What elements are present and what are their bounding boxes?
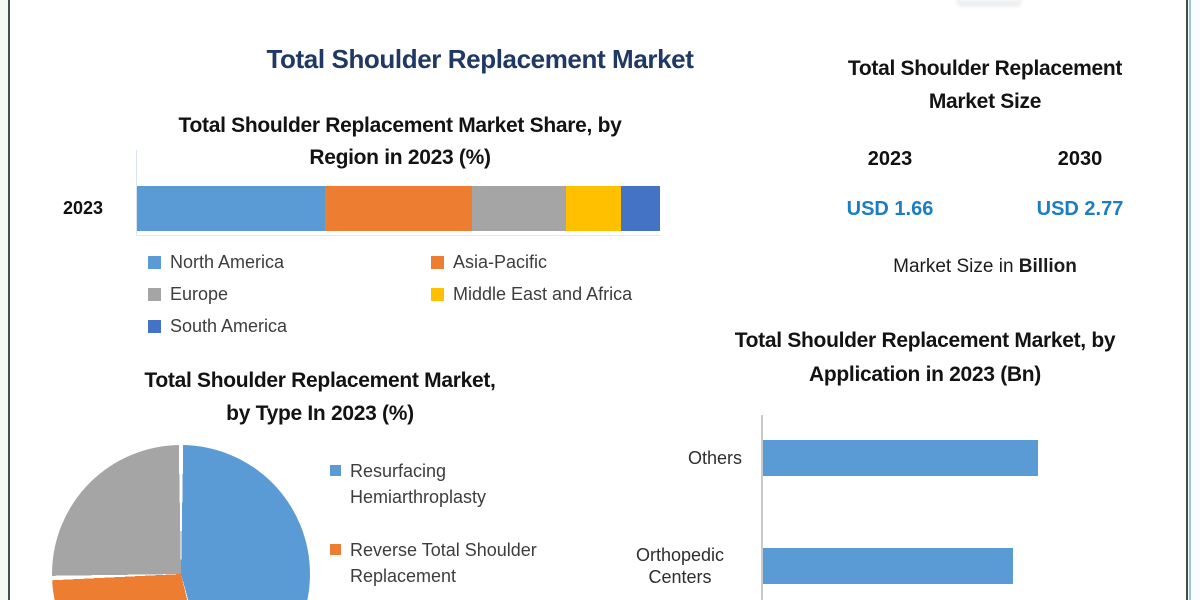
bar-segment-south-america [620,186,660,231]
legend-swatch-europe [148,287,161,301]
legend-item-resurfacing-hemiarthroplasty: Resurfacing Hemiarthroplasty [330,458,550,510]
application-chart-title: Total Shoulder Replacement Market, by Ap… [655,324,1195,392]
legend-label: Middle East and Africa [453,283,633,304]
application-chart-title-line1: Total Shoulder Replacement Market, by [734,329,1116,352]
legend-label: Europe [170,283,229,304]
type-legend: Resurfacing Hemiarthroplasty Reverse Tota… [330,458,550,589]
market-size-years: 2023 2030 [795,148,1175,171]
region-chart-title-line2: Region in 2023 (%) [309,146,491,169]
bar-segment-north-america [137,186,326,231]
legend-label: North America [170,251,285,272]
application-category-axis-line [761,415,763,600]
legend-label: Asia-Pacific [453,251,548,272]
application-bar-orthopedic-centers [763,548,1013,584]
application-bar-others [763,440,1038,476]
legend-item-north-america: North America [148,251,431,273]
right-accent-line [1189,0,1191,600]
right-margin [1191,0,1200,600]
bar-segment-europe [471,186,566,231]
market-size-title: Total Shoulder Replacement Market Size [795,52,1175,118]
right-border-line [1186,0,1188,600]
market-size-values: USD 1.66 USD 2.77 [795,198,1175,221]
region-legend: North America Asia-Pacific Europe Middle Ea… [148,251,688,337]
legend-item-asia-pacific: Asia-Pacific [431,251,688,273]
region-value-axis-line [136,150,137,236]
region-chart-title: Total Shoulder Replacement Market Share,… [90,110,710,174]
year-2030-label: 2030 [1057,148,1103,170]
market-size-2023-value: USD 1.66 [846,198,934,220]
legend-swatch-south-america [148,319,161,333]
region-baseline [136,235,660,236]
legend-label: Reverse Total Shoulder Replacement [350,540,537,586]
application-label-text: Orthopedic Centers [635,545,725,587]
region-axis-category-label: 2023 [62,198,103,218]
year-2023-label: 2023 [867,148,913,170]
type-pie [52,445,310,600]
legend-item-middle-east-and-africa: Middle East and Africa [431,283,688,305]
legend-swatch-resurfacing-hemiarthroplasty [330,465,341,476]
application-label-text: Others [687,448,742,468]
market-size-2030-value: USD 2.77 [1036,198,1124,220]
legend-swatch-reverse-total-shoulder-replacement [330,544,341,555]
market-size-caption: Market Size in Billion [795,256,1175,278]
left-border-line [8,0,10,600]
type-chart-title-line2: by Type In 2023 (%) [226,402,414,425]
legend-label: South America [170,315,288,336]
market-size-caption-prefix: Market Size in [893,256,1019,277]
region-stacked-bar [137,186,660,231]
legend-item-reverse-total-shoulder-replacement: Reverse Total Shoulder Replacement [330,537,550,589]
market-size-title-line1: Total Shoulder Replacement [847,57,1123,80]
bar-segment-asia-pacific [325,186,472,231]
legend-swatch-north-america [148,255,161,269]
bar-segment-middle-east-and-africa [565,186,621,231]
region-chart-title-line1: Total Shoulder Replacement Market Share,… [178,114,622,137]
application-label-orthopedic-centers: Orthopedic Centers [618,545,748,587]
left-margin [0,0,8,600]
legend-item-south-america: South America [148,315,431,337]
application-chart-title-line2: Application in 2023 (Bn) [809,363,1041,386]
cropped-artifact [956,0,1022,7]
market-size-caption-unit: Billion [1018,256,1077,277]
type-chart-title-line1: Total Shoulder Replacement Market, [144,369,496,392]
legend-item-europe: Europe [148,283,431,305]
application-label-others: Others [618,440,748,476]
legend-swatch-middle-east-and-africa [431,287,444,301]
market-size-title-line2: Market Size [928,90,1042,113]
type-chart-title: Total Shoulder Replacement Market, by Ty… [70,364,570,430]
legend-swatch-asia-pacific [431,255,444,269]
legend-label: Resurfacing Hemiarthroplasty [350,461,487,507]
page-title: Total Shoulder Replacement Market [266,44,694,74]
